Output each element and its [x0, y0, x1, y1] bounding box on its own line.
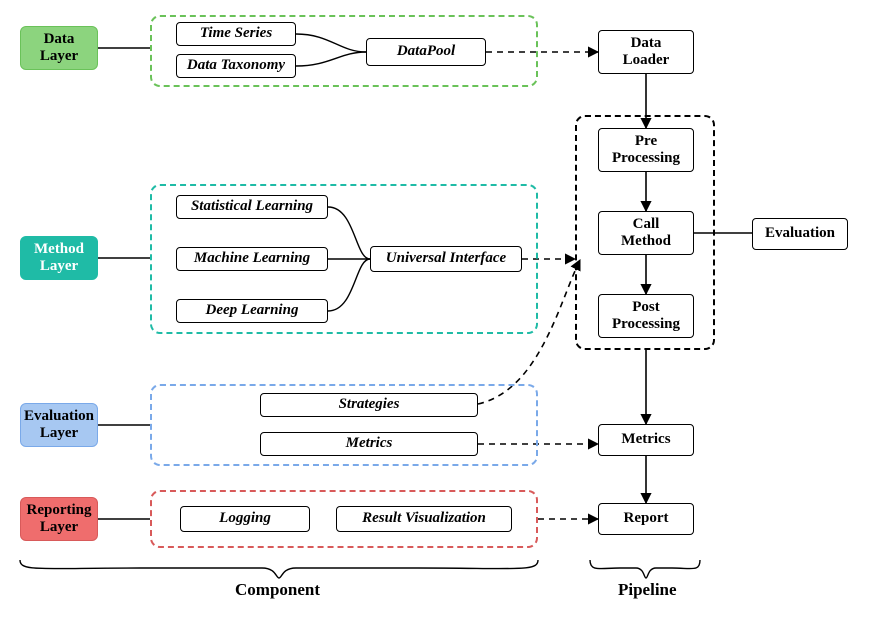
layer-data: Data Layer	[20, 26, 98, 70]
comp-universal-interface: Universal Interface	[370, 246, 522, 272]
brace-label-component: Component	[235, 580, 320, 600]
pipe-report: Report	[598, 503, 694, 535]
comp-strategies: Strategies	[260, 393, 478, 417]
comp-result-visualization: Result Visualization	[336, 506, 512, 532]
layer-evaluation: Evaluation Layer	[20, 403, 98, 447]
comp-data-taxonomy: Data Taxonomy	[176, 54, 296, 78]
comp-datapool: DataPool	[366, 38, 486, 66]
pipe-data-loader: Data Loader	[598, 30, 694, 74]
comp-statistical-learning: Statistical Learning	[176, 195, 328, 219]
comp-machine-learning: Machine Learning	[176, 247, 328, 271]
pipe-evaluation: Evaluation	[752, 218, 848, 250]
pipe-post-processing: Post Processing	[598, 294, 694, 338]
comp-deep-learning: Deep Learning	[176, 299, 328, 323]
brace-component	[20, 560, 538, 578]
layer-reporting: Reporting Layer	[20, 497, 98, 541]
layer-method: Method Layer	[20, 236, 98, 280]
brace-pipeline	[590, 560, 700, 578]
pipe-metrics: Metrics	[598, 424, 694, 456]
diagram-canvas: Data Layer Method Layer Evaluation Layer…	[0, 0, 872, 620]
comp-metrics: Metrics	[260, 432, 478, 456]
comp-time-series: Time Series	[176, 22, 296, 46]
pipe-pre-processing: Pre Processing	[598, 128, 694, 172]
pipe-call-method: Call Method	[598, 211, 694, 255]
comp-logging: Logging	[180, 506, 310, 532]
brace-label-pipeline: Pipeline	[618, 580, 677, 600]
